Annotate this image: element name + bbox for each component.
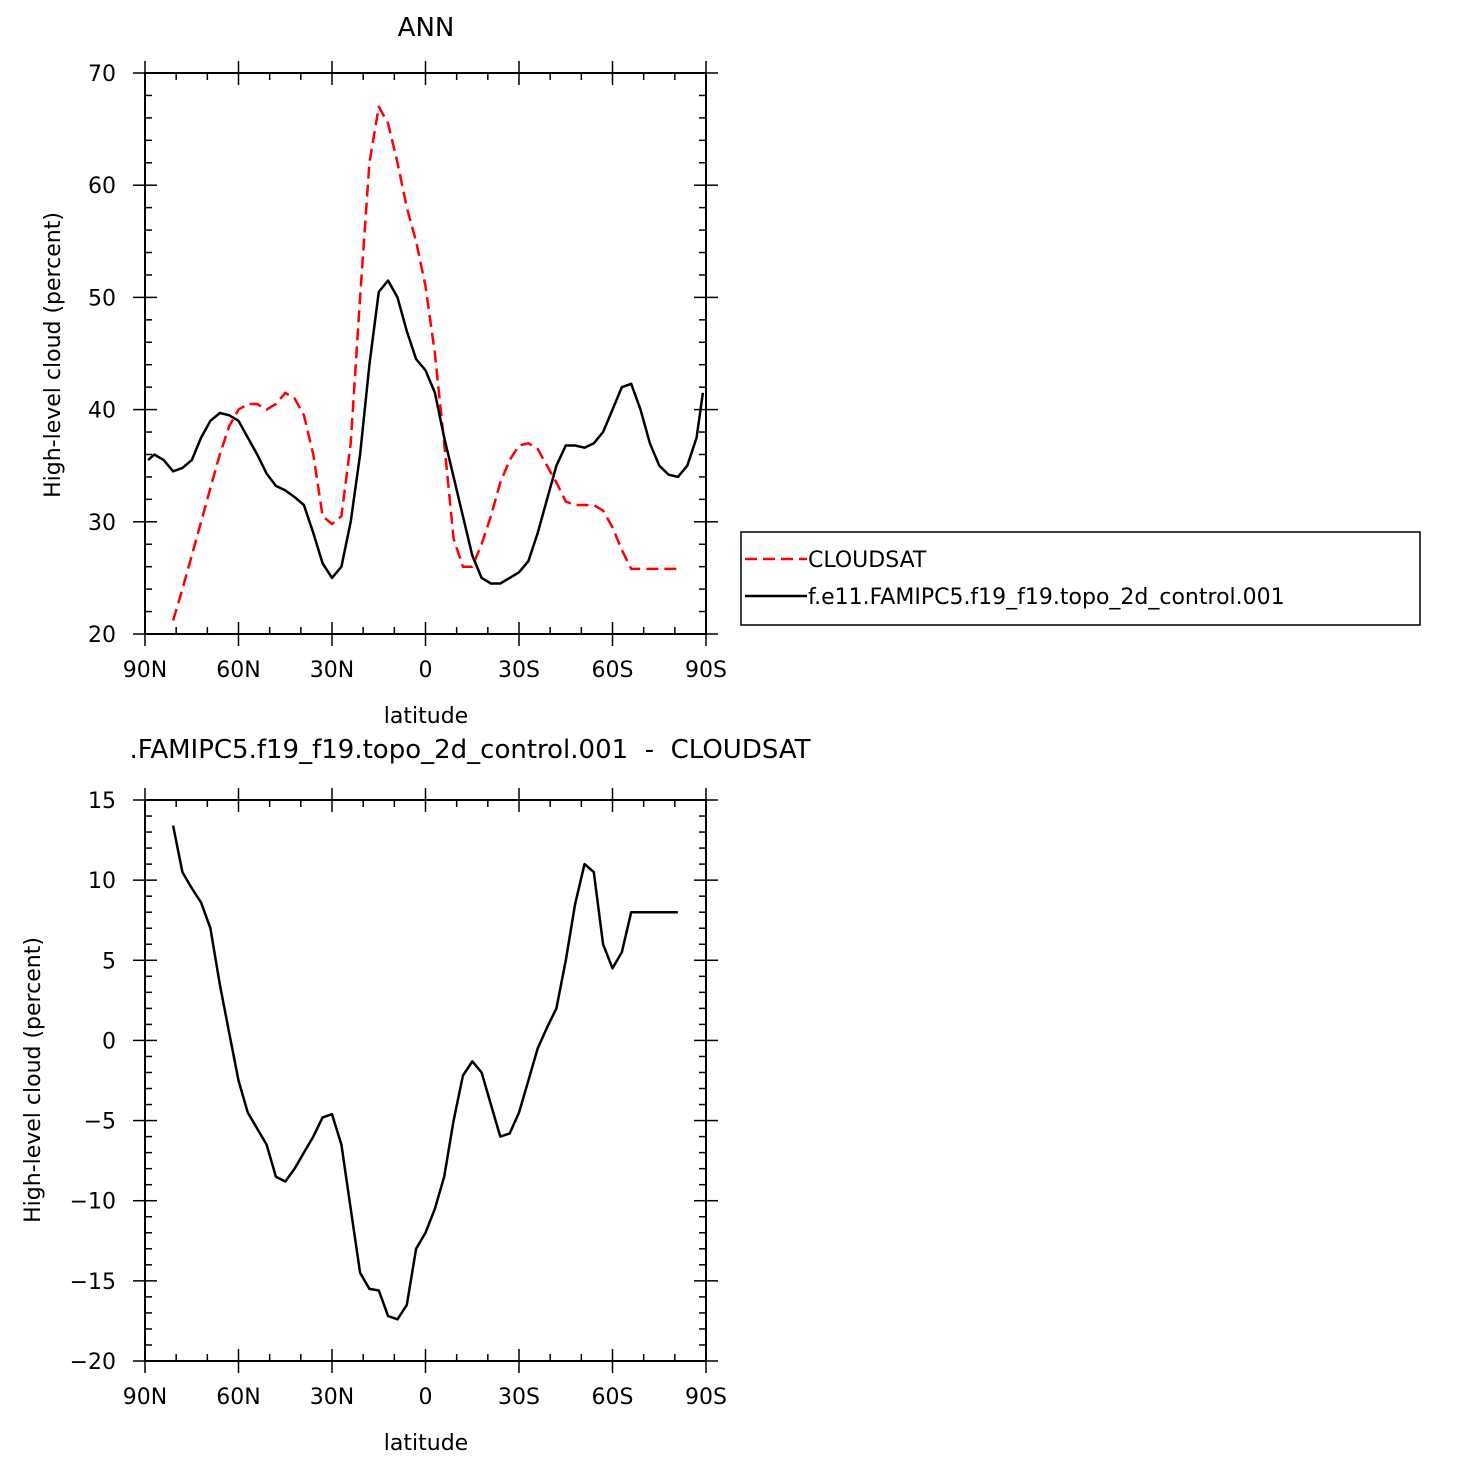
y-tick-label: 60 [88, 174, 116, 199]
bottom-chart-xlabel: latitude [384, 1431, 468, 1456]
series-line-0-1 [147, 279, 705, 585]
top-chart-series [147, 105, 705, 621]
x-tick-label: 60S [592, 1385, 634, 1410]
x-tick-label: 30S [498, 1385, 540, 1410]
bottom-chart-ticks [133, 788, 718, 1373]
bottom-chart-frame [144, 799, 707, 1362]
x-tick-label: 90S [685, 658, 727, 683]
top-chart-xlabel: latitude [384, 704, 468, 729]
bottom-chart-title: .FAMIPC5.f19_f19.topo_2d_control.001 - C… [130, 735, 811, 765]
x-tick-label: 60N [216, 658, 260, 683]
x-tick-label: 60N [216, 1385, 260, 1410]
x-tick-label: 0 [419, 1385, 433, 1410]
series-line-0-0 [171, 105, 678, 621]
top-chart-ylabel: High-level cloud (percent) [41, 212, 66, 498]
y-tick-label: −15 [70, 1270, 116, 1295]
top-chart-frame [144, 72, 707, 635]
y-tick-label: 50 [88, 286, 116, 311]
y-tick-label: 0 [102, 1029, 116, 1054]
y-tick-label: 5 [102, 949, 116, 974]
y-tick-label: −10 [70, 1190, 116, 1215]
top-chart-ticks [133, 61, 718, 646]
legend-label-model: f.e11.FAMIPC5.f19_f19.topo_2d_control.00… [808, 585, 1285, 610]
y-tick-label: −20 [70, 1350, 116, 1375]
x-tick-label: 90S [685, 1385, 727, 1410]
y-tick-label: −5 [84, 1110, 116, 1135]
top-chart: ANN 90N 60N 30N 0 30S 60S 90S 20 30 40 50 60 70 lati… [41, 13, 727, 729]
x-tick-label: 90N [123, 1385, 167, 1410]
top-chart-tick-labels: 90N 60N 30N 0 30S 60S 90S 20 30 40 50 60 70 [88, 62, 727, 683]
y-tick-label: 30 [88, 511, 116, 536]
x-tick-label: 30N [310, 658, 354, 683]
bottom-chart: .FAMIPC5.f19_f19.topo_2d_control.001 - C… [21, 735, 811, 1456]
x-tick-label: 60S [592, 658, 634, 683]
legend: CLOUDSAT f.e11.FAMIPC5.f19_f19.topo_2d_c… [740, 531, 1421, 626]
legend-box [740, 531, 1421, 626]
x-tick-label: 0 [419, 658, 433, 683]
bottom-chart-tick-labels: 90N 60N 30N 0 30S 60S 90S −20 −15 −10 −5 0 5 10 15 [70, 789, 727, 1410]
bottom-chart-ylabel: High-level cloud (percent) [21, 937, 46, 1223]
y-tick-label: 40 [88, 399, 116, 424]
y-tick-label: 70 [88, 62, 116, 87]
x-tick-label: 90N [123, 658, 167, 683]
legend-label-cloudsat: CLOUDSAT [808, 548, 927, 573]
x-tick-label: 30S [498, 658, 540, 683]
series-line-1-0 [171, 825, 678, 1321]
top-chart-title: ANN [398, 13, 455, 43]
bottom-chart-series [171, 825, 678, 1321]
y-tick-label: 10 [88, 869, 116, 894]
y-tick-label: 20 [88, 623, 116, 648]
y-tick-label: 15 [88, 789, 116, 814]
x-tick-label: 30N [310, 1385, 354, 1410]
